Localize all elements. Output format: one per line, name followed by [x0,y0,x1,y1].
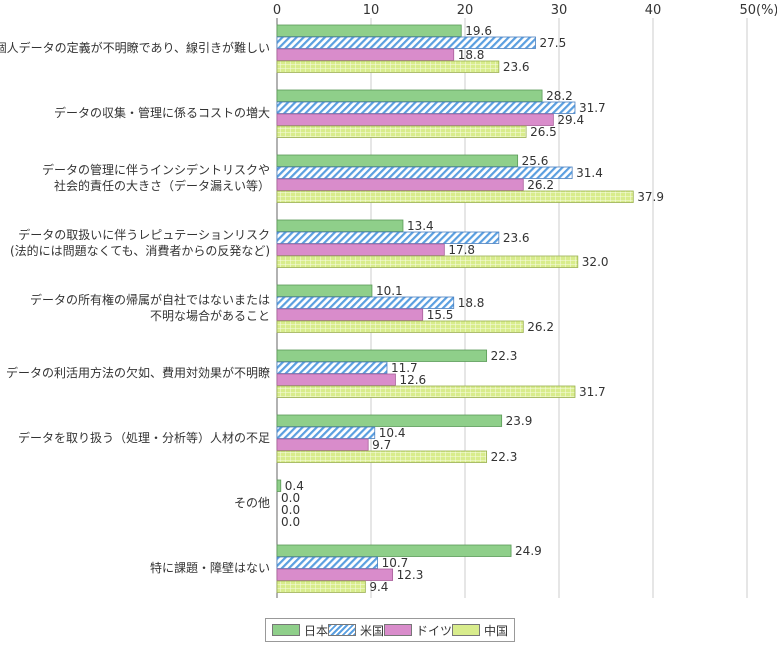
legend: 日本 米国 ドイツ 中国 [265,618,515,642]
data-label: 0.0 [281,491,300,505]
bar [276,568,394,581]
legend-item: ドイツ [384,622,452,639]
bar [276,89,543,102]
category-label: データの所有権の帰属が自社ではないまたは 不明な場合があること [29,293,270,323]
bar [276,243,445,256]
bar [276,231,500,244]
tick-label: 50(%) [739,3,777,18]
tick-label: 0 [273,3,281,18]
category-label: データの取扱いに伴うレピュテーションリスク (法的には問題なくても、消費者からの… [9,228,270,258]
bar [276,580,366,593]
bar [276,308,424,321]
legend-label: 日本 [303,623,328,638]
data-label: 28.2 [546,89,573,103]
legend-swatch [328,624,356,636]
legend-item: 日本 [272,622,328,639]
data-label: 0.0 [281,515,300,529]
legend-swatch [452,624,480,636]
bar [276,190,634,203]
data-label: 15.5 [427,308,454,322]
data-label: 18.8 [458,296,485,310]
data-label: 10.4 [379,426,406,440]
data-label: 23.9 [506,414,533,428]
legend-swatch [384,624,412,636]
legend-swatch [272,624,300,636]
data-label: 18.8 [458,48,485,62]
data-label: 13.4 [407,219,434,233]
tick-label: 30 [551,3,568,18]
data-label: 19.6 [465,24,492,38]
bar [276,125,527,138]
bar [276,154,519,167]
bar [276,219,404,232]
data-label: 26.2 [527,178,554,192]
data-label: 26.5 [530,125,557,139]
legend-label: ドイツ [416,623,453,638]
category-label: 個人データの定義が不明瞭であり、線引きが難しい [0,41,270,55]
legend-item: 中国 [452,622,508,639]
data-label: 22.3 [491,450,518,464]
data-label: 31.4 [576,166,603,180]
tick-label: 10 [363,3,380,18]
data-label: 17.8 [448,243,475,257]
bar [276,373,396,386]
category-label: 特に課題・障壁はない [149,561,270,575]
data-label: 24.9 [515,544,542,558]
bar [276,438,369,451]
tick-label: 20 [457,3,474,18]
data-label: 11.7 [391,361,418,375]
data-label: 31.7 [579,101,606,115]
bar [276,479,282,492]
data-label: 23.6 [503,231,530,245]
bar [276,36,536,49]
data-label: 31.7 [579,385,606,399]
bar [276,349,488,362]
data-label: 10.7 [382,556,409,570]
data-label: 12.6 [399,373,426,387]
tick-label: 40 [645,3,662,18]
data-label: 9.7 [372,438,391,452]
data-label: 0.4 [285,479,304,493]
bar [276,113,554,126]
bar [276,284,373,297]
data-label: 23.6 [503,60,530,74]
data-label: 9.4 [369,580,388,594]
bar [276,60,500,73]
data-label: 32.0 [582,255,609,269]
bar [276,178,524,191]
category-label: データの収集・管理に係るコストの増大 [53,106,270,120]
category-label: その他 [233,496,270,510]
bar [276,414,503,427]
category-label: データの管理に伴うインシデントリスクや 社会的責任の大きさ（データ漏えい等） [41,163,270,193]
legend-label: 中国 [483,623,508,638]
bar [276,361,388,374]
data-label: 22.3 [491,349,518,363]
bar [276,450,488,463]
legend-label: 米国 [359,623,384,638]
bar [276,544,512,557]
data-label: 37.9 [637,190,664,204]
bar [276,556,378,569]
bar [276,320,524,333]
data-label: 26.2 [527,320,554,334]
bar [276,296,455,309]
category-label: データの利活用方法の欠如、費用対効果が不明瞭 [5,366,270,380]
bar [276,166,573,179]
data-label: 29.4 [557,113,584,127]
bar [276,101,576,114]
data-label: 25.6 [522,154,549,168]
bar [276,426,376,439]
data-label: 12.3 [397,568,424,582]
data-label: 10.1 [376,284,403,298]
bar [276,385,576,398]
bar [276,48,455,61]
category-label: データを取り扱う（処理・分析等）人材の不足 [17,431,270,445]
legend-item: 米国 [328,622,384,639]
data-label: 0.0 [281,503,300,517]
data-label: 27.5 [540,36,567,50]
bar [276,24,462,37]
bar [276,255,579,268]
